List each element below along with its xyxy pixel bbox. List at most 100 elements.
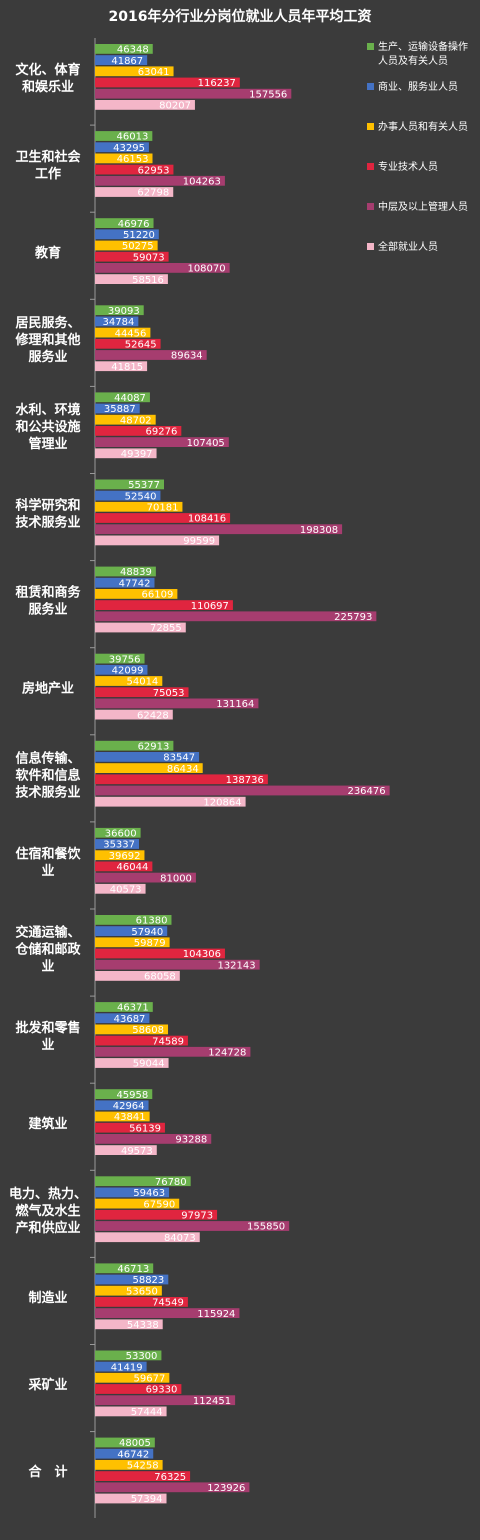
bar xyxy=(95,937,170,948)
value-label: 34784 xyxy=(103,317,135,328)
bar xyxy=(95,1111,150,1122)
bar xyxy=(95,403,140,414)
bar xyxy=(95,535,220,546)
bar xyxy=(95,1100,149,1111)
value-label: 49573 xyxy=(121,1146,153,1157)
value-label: 59677 xyxy=(134,1374,166,1385)
bar xyxy=(95,1058,169,1068)
legend-item: 中层及以上管理人员 xyxy=(367,200,468,213)
value-label: 116237 xyxy=(198,78,236,89)
value-label: 48839 xyxy=(120,567,152,578)
bar xyxy=(95,1350,162,1361)
value-label: 39093 xyxy=(108,306,140,317)
value-label: 138736 xyxy=(226,775,264,786)
value-label: 83547 xyxy=(163,753,195,764)
bar xyxy=(95,1024,169,1035)
category-label: 采矿业 xyxy=(27,1377,67,1393)
value-label: 120864 xyxy=(203,797,241,808)
chart-title: 2016年分行业分岗位就业人员年平均工资 xyxy=(109,8,372,25)
bar xyxy=(95,948,225,959)
value-label: 58516 xyxy=(132,275,164,286)
value-label: 104263 xyxy=(183,177,221,188)
value-label: 42099 xyxy=(112,666,144,677)
category-label: 信息传输、软件和信息技术服务业 xyxy=(15,750,80,800)
value-label: 72855 xyxy=(150,623,182,634)
bar xyxy=(95,1406,167,1417)
bar xyxy=(95,872,196,883)
bar xyxy=(95,1035,188,1046)
value-label: 40573 xyxy=(110,885,142,896)
bar xyxy=(95,883,146,894)
legend-swatch xyxy=(367,123,374,130)
value-label: 59463 xyxy=(133,1188,165,1199)
value-label: 225793 xyxy=(334,612,372,623)
value-label: 124728 xyxy=(208,1048,246,1059)
value-label: 57394 xyxy=(131,1494,163,1505)
bar xyxy=(95,600,233,610)
bar xyxy=(95,676,163,686)
value-label: 53300 xyxy=(126,1351,158,1362)
value-label: 59073 xyxy=(133,252,165,263)
legend-item: 商业、服务业人员 xyxy=(367,80,458,93)
bar xyxy=(95,763,203,773)
legend-label: 专业技术人员 xyxy=(378,160,438,173)
value-label: 236476 xyxy=(347,786,385,797)
bar xyxy=(95,1471,191,1481)
bar xyxy=(95,1145,157,1155)
value-label: 93288 xyxy=(175,1135,207,1146)
legend-label: 办事人员和有关人员 xyxy=(378,120,468,133)
bar xyxy=(95,709,173,720)
bar xyxy=(95,577,155,588)
legend-swatch xyxy=(367,83,374,90)
bar xyxy=(95,796,246,807)
value-label: 54014 xyxy=(126,677,158,688)
bar xyxy=(95,1232,200,1243)
value-label: 36600 xyxy=(105,829,137,840)
bar xyxy=(95,251,169,262)
bar xyxy=(95,240,158,251)
value-label: 46153 xyxy=(117,154,149,165)
bar xyxy=(95,338,161,349)
value-label: 155850 xyxy=(247,1222,285,1233)
value-label: 46371 xyxy=(117,1003,149,1014)
legend-swatch xyxy=(367,43,374,50)
bar xyxy=(95,448,157,459)
bar xyxy=(95,861,153,872)
bar xyxy=(95,44,153,54)
legend-swatch xyxy=(367,163,374,170)
value-label: 59044 xyxy=(133,1059,165,1070)
bar xyxy=(95,100,195,110)
legend-swatch xyxy=(367,243,374,250)
value-label: 41867 xyxy=(111,56,143,67)
value-label: 50275 xyxy=(122,241,154,252)
value-label: 39692 xyxy=(109,851,141,862)
value-label: 47742 xyxy=(119,578,151,589)
bar xyxy=(95,327,151,338)
bar xyxy=(95,1384,182,1394)
bar xyxy=(95,698,259,709)
bar xyxy=(95,131,153,141)
value-label: 67590 xyxy=(143,1199,175,1210)
bar xyxy=(95,77,240,88)
category-label: 居民服务、修理和其他服务业 xyxy=(14,315,80,365)
bar xyxy=(95,1285,162,1296)
bar xyxy=(95,392,150,403)
bar xyxy=(95,490,161,501)
bar xyxy=(95,218,154,228)
value-label: 132143 xyxy=(217,960,255,971)
value-label: 97973 xyxy=(181,1211,213,1222)
value-label: 53650 xyxy=(126,1286,158,1297)
bar xyxy=(95,1134,212,1144)
bar xyxy=(95,55,148,65)
category-label: 租赁和商务服务业 xyxy=(15,585,81,618)
